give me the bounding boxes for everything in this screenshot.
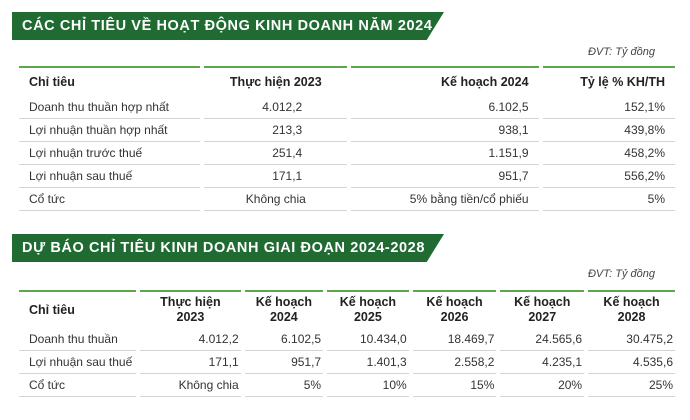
cell-value: 1.151,9: [351, 142, 539, 165]
header-ke-hoach-2025: Kế hoạch 2025: [327, 290, 409, 328]
cell-value: 4.012,2: [140, 328, 241, 351]
row-label: Lợi nhuận trước thuế: [19, 142, 201, 165]
header-ke-hoach-2028: Kế hoạch 2028: [588, 290, 675, 328]
forecast-2024-2028-table: Chỉ tiêu Thực hiện 2023 Kế hoạch 2024 Kế h…: [15, 290, 679, 397]
cell-value: 4.535,6: [588, 351, 675, 374]
cell-value: 10%: [327, 374, 409, 397]
header-thuc-hien-2023: Thực hiện 2023: [140, 290, 241, 328]
cell-value: 171,1: [204, 165, 348, 188]
cell-value: 951,7: [351, 165, 539, 188]
cell-value: 18.469,7: [412, 328, 497, 351]
table-row: Doanh thu thuần hợp nhất 4.012,2 6.102,5…: [19, 96, 675, 119]
cell-value: 1.401,3: [327, 351, 409, 374]
cell-value: 6.102,5: [351, 96, 539, 119]
header-ty-le: Tỷ lệ % KH/TH: [542, 66, 675, 96]
section2-unit: ĐVT: Tỷ đồng: [587, 268, 655, 280]
table-row: Doanh thu thuần 4.012,2 6.102,5 10.434,0…: [19, 328, 675, 351]
row-label: Doanh thu thuần: [19, 328, 137, 351]
section2-title: DỰ BÁO CHỈ TIÊU KINH DOANH GIAI ĐOẠN 202…: [12, 234, 444, 262]
row-label: Doanh thu thuần hợp nhất: [19, 96, 201, 119]
header-chi-tieu: Chỉ tiêu: [19, 66, 201, 96]
kpi-2024-table: Chỉ tiêu Thực hiện 2023 Kế hoạch 2024 Tỷ…: [15, 66, 679, 211]
cell-value: 439,8%: [542, 119, 675, 142]
cell-value: 171,1: [140, 351, 241, 374]
cell-value: Không chia: [204, 188, 348, 211]
cell-value: 938,1: [351, 119, 539, 142]
table-row: Cổ tức Không chia 5% 10% 15% 20% 25%: [19, 374, 675, 397]
section1-unit: ĐVT: Tỷ đồng: [587, 46, 655, 58]
row-label: Lợi nhuận sau thuế: [19, 165, 201, 188]
cell-value: 2.558,2: [412, 351, 497, 374]
cell-value: 20%: [500, 374, 585, 397]
cell-value: 15%: [412, 374, 497, 397]
cell-value: 5%: [542, 188, 675, 211]
header-ke-hoach-2026: Kế hoạch 2026: [412, 290, 497, 328]
section1-title: CÁC CHỈ TIÊU VỀ HOẠT ĐỘNG KINH DOANH NĂM…: [12, 12, 444, 40]
table-row: Lợi nhuận sau thuế 171,1 951,7 556,2%: [19, 165, 675, 188]
table-row: Cổ tức Không chia 5% bằng tiền/cổ phiếu …: [19, 188, 675, 211]
table-row: Lợi nhuận trước thuế 251,4 1.151,9 458,2…: [19, 142, 675, 165]
cell-value: 6.102,5: [244, 328, 324, 351]
header-ke-hoach-2024: Kế hoạch 2024: [351, 66, 539, 96]
cell-value: 30.475,2: [588, 328, 675, 351]
cell-value: 24.565,6: [500, 328, 585, 351]
cell-value: 251,4: [204, 142, 348, 165]
cell-value: 213,3: [204, 119, 348, 142]
cell-value: 951,7: [244, 351, 324, 374]
header-chi-tieu: Chỉ tiêu: [19, 290, 137, 328]
cell-value: 5%: [244, 374, 324, 397]
row-label: Lợi nhuận sau thuế: [19, 351, 137, 374]
row-label: Lợi nhuận thuần hợp nhất: [19, 119, 201, 142]
row-label: Cổ tức: [19, 188, 201, 211]
cell-value: 25%: [588, 374, 675, 397]
header-ke-hoach-2027: Kế hoạch 2027: [500, 290, 585, 328]
cell-value: 152,1%: [542, 96, 675, 119]
cell-value: 4.012,2: [204, 96, 348, 119]
header-ke-hoach-2024: Kế hoạch 2024: [244, 290, 324, 328]
cell-value: 10.434,0: [327, 328, 409, 351]
cell-value: 556,2%: [542, 165, 675, 188]
row-label: Cổ tức: [19, 374, 137, 397]
cell-value: 458,2%: [542, 142, 675, 165]
table-row: Lợi nhuận sau thuế 171,1 951,7 1.401,3 2…: [19, 351, 675, 374]
cell-value: 5% bằng tiền/cổ phiếu: [351, 188, 539, 211]
cell-value: Không chia: [140, 374, 241, 397]
table-row: Lợi nhuận thuần hợp nhất 213,3 938,1 439…: [19, 119, 675, 142]
header-thuc-hien-2023: Thực hiện 2023: [204, 66, 348, 96]
cell-value: 4.235,1: [500, 351, 585, 374]
